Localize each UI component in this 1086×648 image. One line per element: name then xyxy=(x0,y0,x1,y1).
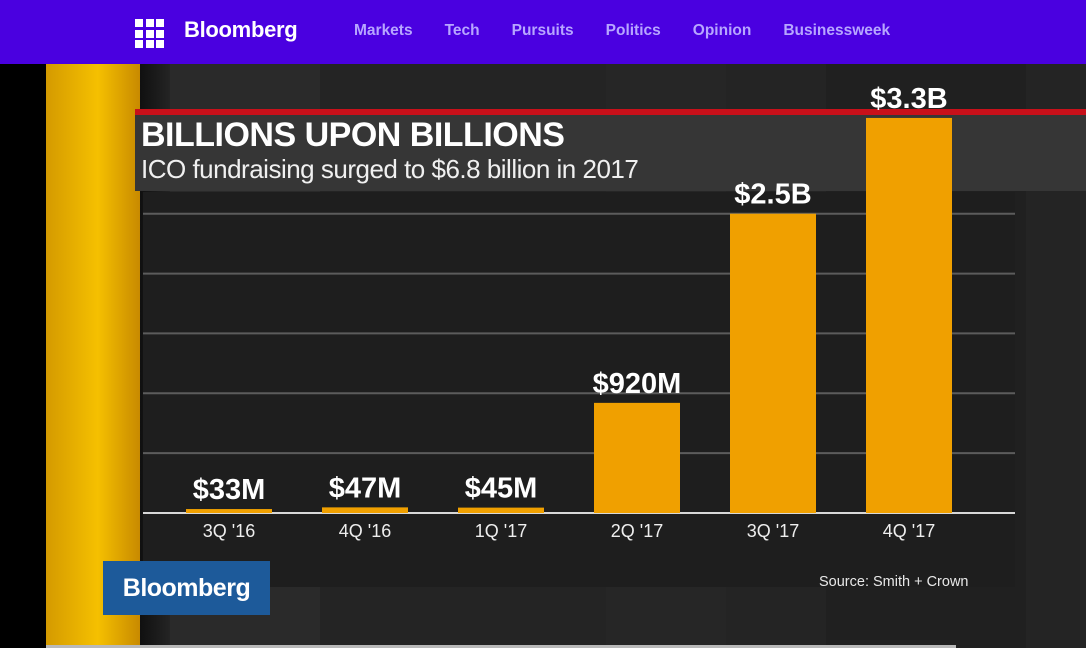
yellow-side-bar xyxy=(46,64,140,648)
x-tick-label: 4Q '17 xyxy=(883,521,935,541)
video-player[interactable]: BILLIONS UPON BILLIONS ICO fundraising s… xyxy=(46,64,1086,648)
x-tick-label: 2Q '17 xyxy=(611,521,663,541)
nav-link-markets[interactable]: Markets xyxy=(354,22,413,39)
grid-menu-icon[interactable] xyxy=(135,19,164,48)
bar xyxy=(730,213,816,513)
bar xyxy=(186,509,272,513)
bar-value-label: $2.5B xyxy=(734,179,811,211)
x-tick-label: 3Q '16 xyxy=(203,521,255,541)
bar-value-label: $45M xyxy=(465,473,538,505)
nav-link-tech[interactable]: Tech xyxy=(444,22,480,39)
bar-value-label: $920M xyxy=(593,368,682,400)
video-progress-bar[interactable] xyxy=(46,645,956,648)
x-tick-label: 4Q '16 xyxy=(339,521,391,541)
bloomberg-tv-logo: Bloomberg xyxy=(103,561,270,615)
bar xyxy=(866,117,952,513)
bar-value-label: $33M xyxy=(193,474,266,506)
title-red-rule xyxy=(135,109,1086,115)
nav-link-politics[interactable]: Politics xyxy=(605,22,661,39)
bar-value-label: $47M xyxy=(329,472,402,504)
nav-link-pursuits[interactable]: Pursuits xyxy=(511,22,574,39)
x-tick-label: 3Q '17 xyxy=(747,521,799,541)
bar xyxy=(322,507,408,513)
top-nav-bar: Bloomberg Markets Tech Pursuits Politics… xyxy=(0,0,1086,64)
bar-chart: $33M 3Q '16 $47M 4Q '16 $45M 1Q '17 $920M 2Q '1… xyxy=(143,83,1015,541)
bar-value-label: $3.3B xyxy=(870,83,947,115)
nav-link-businessweek[interactable]: Businessweek xyxy=(783,22,891,39)
chart-title: BILLIONS UPON BILLIONS xyxy=(141,116,565,154)
bar xyxy=(594,402,680,513)
bar xyxy=(458,507,544,513)
chart-subtitle: ICO fundraising surged to $6.8 billion i… xyxy=(141,154,639,184)
x-tick-label: 1Q '17 xyxy=(475,521,527,541)
chart-source: Source: Smith + Crown xyxy=(819,574,969,590)
nav-links: Markets Tech Pursuits Politics Opinion B… xyxy=(354,22,922,40)
nav-link-opinion[interactable]: Opinion xyxy=(692,22,752,39)
bloomberg-logo[interactable]: Bloomberg xyxy=(184,17,298,42)
